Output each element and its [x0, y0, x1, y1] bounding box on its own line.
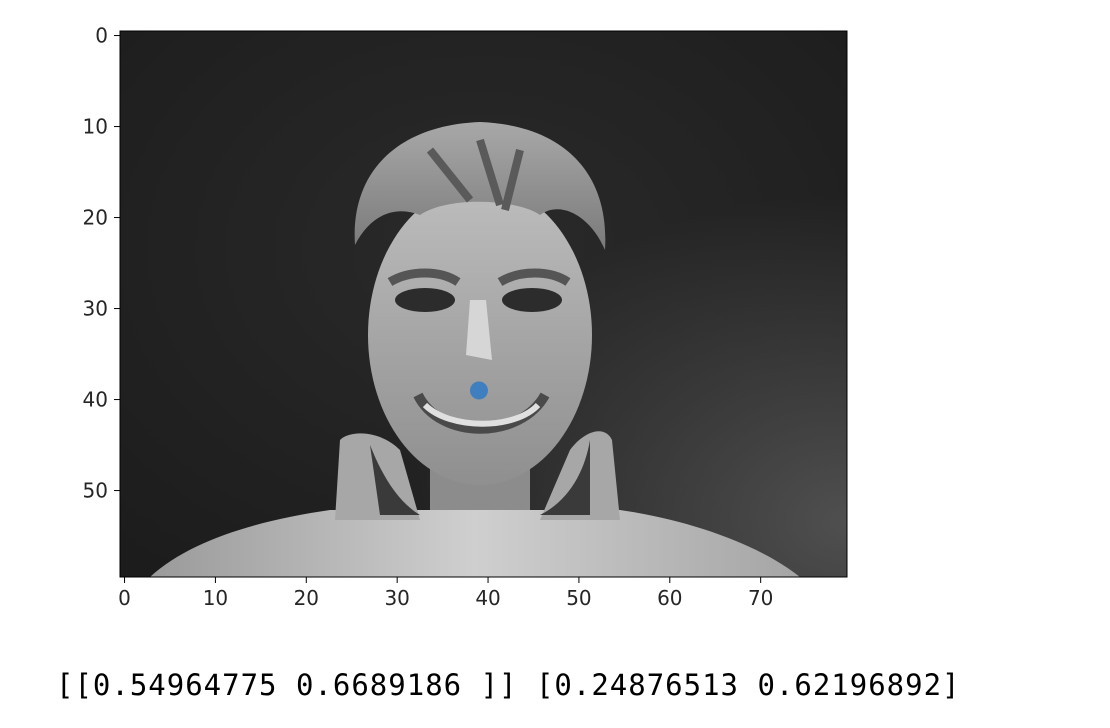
x-tick-label: 60: [657, 586, 682, 610]
x-tick-label: 40: [475, 586, 500, 610]
y-tick-label: 0: [95, 24, 108, 48]
y-tick-label: 20: [83, 206, 108, 230]
face-image: [120, 31, 847, 577]
scatter-point: [469, 381, 488, 400]
printed-output: [[0.54964775 0.6689186 ]] [0.24876513 0.…: [56, 668, 961, 702]
plot-frame: [119, 30, 848, 578]
y-tick-label: 40: [83, 388, 108, 412]
y-axis: 0 10 20 30 40 50: [83, 24, 120, 503]
y-tick-label: 10: [83, 115, 108, 139]
scatter-series: [469, 381, 488, 400]
x-tick-label: 50: [566, 586, 591, 610]
x-axis: 0 10 20 30 40 50 60 70: [118, 577, 773, 610]
y-tick-label: 50: [83, 479, 108, 503]
x-tick-label: 70: [748, 586, 773, 610]
x-tick-label: 10: [203, 586, 228, 610]
y-tick-label: 30: [83, 297, 108, 321]
x-tick-label: 30: [384, 586, 409, 610]
x-tick-label: 0: [118, 586, 131, 610]
x-tick-label: 20: [294, 586, 319, 610]
chart-figure: 0 10 20 30 40 50 60 70 0 10 20 30 40 50: [83, 24, 848, 610]
